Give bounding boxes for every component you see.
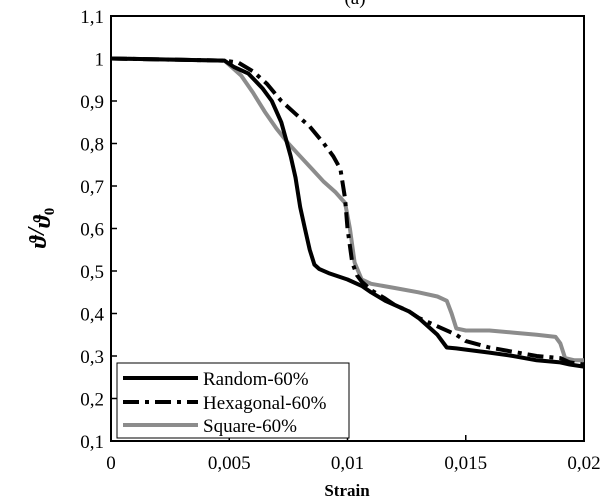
y-tick-label: 0,7 — [80, 177, 104, 198]
x-axis-ticks: 0 0,005 0,01 0,015 0,02 — [106, 435, 601, 474]
y-axis-ticks: 0,1 0,2 0,3 0,4 0,5 0,6 0,7 0,8 0,9 1 1,1 — [80, 7, 117, 453]
x-tick-label: 0,005 — [208, 453, 251, 474]
series-line-random — [110, 56, 585, 369]
y-axis-title-sub: ϑ — [30, 214, 56, 228]
y-tick-label: 0,3 — [80, 347, 104, 368]
legend: Random-60% Hexagonal-60% Square-60% — [116, 362, 350, 439]
y-tick-label: 0,1 — [80, 432, 104, 453]
y-tick-label: 0,6 — [80, 220, 104, 241]
y-axis-title-main: ϑ — [26, 234, 52, 248]
y-tick-label: 1 — [95, 50, 105, 71]
y-tick-label: 0,2 — [80, 390, 104, 411]
series-layer — [110, 56, 585, 369]
legend-label-square: Square-60% — [203, 416, 297, 437]
x-tick-label: 0,01 — [331, 453, 364, 474]
legend-label-hexagonal: Hexagonal-60% — [203, 393, 327, 414]
x-tick-label: 0,015 — [444, 453, 487, 474]
x-tick-label: 0 — [106, 453, 116, 474]
y-tick-label: 0,8 — [80, 135, 104, 156]
svg-text:ϑ/ϑ0: ϑ/ϑ0 — [24, 208, 58, 248]
y-tick-label: 1,1 — [80, 7, 104, 28]
y-axis-title-subscript: 0 — [42, 208, 58, 216]
x-axis-title: Strain — [324, 481, 370, 499]
y-tick-label: 0,9 — [80, 92, 104, 113]
x-tick-label: 0,02 — [567, 453, 600, 474]
legend-label-random: Random-60% — [203, 369, 309, 390]
series-line-hexagonal — [110, 56, 585, 367]
series-line-square — [110, 56, 584, 363]
y-axis-title: ϑ/ϑ0 — [24, 208, 58, 248]
y-tick-label: 0,5 — [80, 262, 104, 283]
y-tick-label: 0,4 — [80, 305, 104, 326]
chart-title: (a) — [344, 0, 365, 9]
